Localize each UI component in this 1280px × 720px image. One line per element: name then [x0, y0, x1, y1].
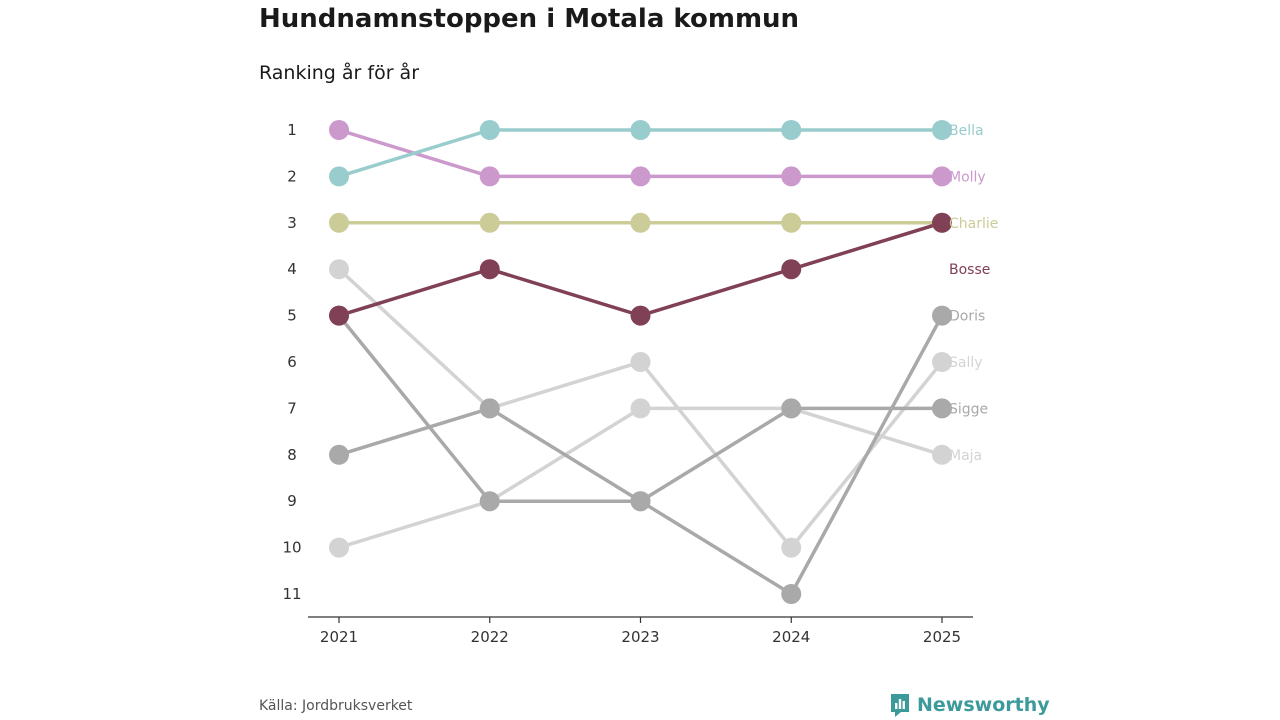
x-tick-label: 2025: [923, 628, 961, 646]
data-point-charlie[interactable]: [329, 212, 349, 233]
data-point-bella[interactable]: [630, 120, 651, 140]
data-point-bosse[interactable]: [932, 212, 952, 233]
data-point-sigge[interactable]: [630, 491, 651, 512]
y-tick-label: 3: [287, 214, 297, 232]
x-tick-label: 2022: [471, 628, 509, 646]
brand-name: Newsworthy: [917, 694, 1050, 716]
data-point-doris[interactable]: [479, 491, 500, 512]
newsworthy-brand[interactable]: Newsworthy: [889, 692, 1050, 718]
data-point-maja[interactable]: [630, 398, 651, 419]
data-point-bella[interactable]: [479, 120, 500, 140]
y-tick-label: 9: [287, 492, 297, 510]
data-point-maja[interactable]: [329, 537, 349, 558]
data-point-sally[interactable]: [932, 352, 952, 372]
end-label-molly: Molly: [949, 169, 986, 185]
data-point-charlie[interactable]: [630, 212, 651, 233]
data-point-sigge[interactable]: [781, 398, 802, 419]
source-note: Källa: Jordbruksverket: [259, 698, 413, 714]
data-point-sally[interactable]: [329, 259, 349, 280]
end-label-charlie: Charlie: [949, 216, 998, 232]
data-point-molly[interactable]: [781, 166, 802, 187]
newsworthy-logo-icon: [891, 694, 909, 717]
data-point-molly[interactable]: [479, 166, 500, 187]
data-point-bosse[interactable]: [479, 259, 500, 280]
end-label-bosse: Bosse: [949, 262, 990, 278]
chart-title: Hundnamnstoppen i Motala kommun: [259, 4, 800, 34]
y-tick-label: 4: [287, 260, 297, 278]
data-point-bella[interactable]: [932, 120, 952, 140]
data-point-bella[interactable]: [781, 120, 802, 140]
data-point-bosse[interactable]: [781, 259, 802, 280]
end-label-bella: Bella: [949, 123, 984, 139]
end-label-sally: Sally: [949, 355, 983, 371]
y-tick-label: 1: [287, 121, 297, 139]
chart-subtitle: Ranking år för år: [259, 62, 420, 84]
series-points: [329, 120, 952, 604]
data-point-bella[interactable]: [329, 166, 349, 187]
data-point-molly[interactable]: [630, 166, 651, 187]
y-tick-label: 8: [287, 446, 297, 464]
data-point-molly[interactable]: [932, 166, 952, 187]
y-tick-label: 6: [287, 353, 297, 371]
y-tick-label: 11: [282, 585, 301, 603]
x-axis-ticks: 2021 2022 2023 2024 2025: [320, 617, 961, 646]
y-axis-ticks: 1 2 3 4 5 6 7 8 9 10 11: [282, 121, 301, 603]
y-tick-label: 10: [282, 539, 301, 557]
data-point-bosse[interactable]: [630, 305, 651, 326]
data-point-charlie[interactable]: [781, 212, 802, 233]
data-point-doris[interactable]: [781, 584, 802, 604]
data-point-sigge[interactable]: [932, 398, 952, 419]
series-line-bosse: [337, 221, 944, 318]
y-tick-label: 2: [287, 167, 297, 185]
x-tick-label: 2024: [772, 628, 810, 646]
series-end-labels: Bella Molly Charlie Bosse Doris Sally Sigge Maj…: [949, 123, 998, 464]
x-tick-label: 2023: [621, 628, 659, 646]
data-point-bosse[interactable]: [329, 305, 349, 326]
data-point-sigge[interactable]: [479, 398, 500, 419]
data-point-molly[interactable]: [329, 120, 349, 140]
end-label-doris: Doris: [949, 309, 985, 325]
data-point-sally[interactable]: [781, 537, 802, 558]
y-tick-label: 5: [287, 307, 297, 325]
data-point-doris[interactable]: [932, 305, 952, 326]
data-point-sally[interactable]: [630, 352, 651, 372]
series-line-sigge: [337, 406, 944, 503]
x-tick-label: 2021: [320, 628, 358, 646]
end-label-maja: Maja: [949, 448, 982, 464]
data-point-maja[interactable]: [932, 444, 952, 465]
data-point-charlie[interactable]: [479, 212, 500, 233]
end-label-sigge: Sigge: [949, 401, 988, 417]
y-tick-label: 7: [287, 399, 297, 417]
data-point-sigge[interactable]: [329, 444, 349, 465]
